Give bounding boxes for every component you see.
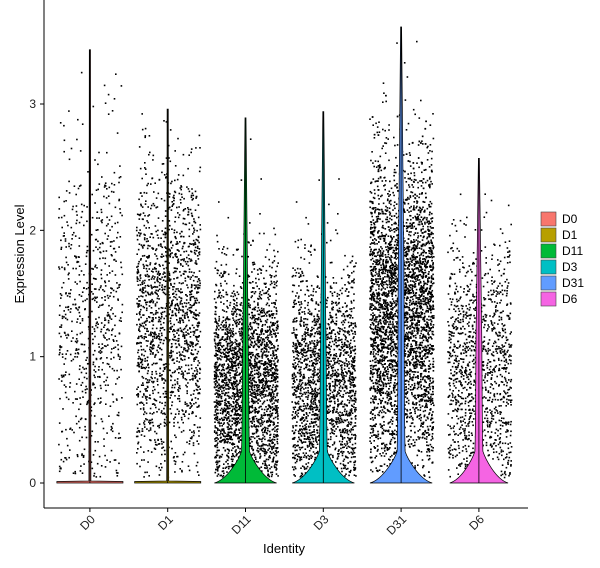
x-axis-title: Identity: [263, 541, 305, 556]
legend-item-D3: D3: [540, 259, 578, 275]
y-tick-label-0: 0: [29, 476, 36, 490]
legend-item-D1: D1: [540, 227, 578, 243]
y-tick-label-3: 3: [29, 97, 36, 111]
x-axis-ticks: D0 D1 D11 D3 D31 D6: [77, 508, 487, 538]
violin-D3: [292, 111, 355, 484]
legend-swatch-D11: [540, 243, 557, 259]
x-tick-label-D0: D0: [77, 512, 98, 533]
points-D0: [58, 71, 124, 478]
violins-layer: [56, 26, 509, 484]
violin-D1: [134, 108, 202, 484]
x-tick-label-D3: D3: [311, 512, 332, 533]
legend-label-D6: D6: [562, 292, 578, 306]
legend: D0 D1 D11 D3 D31 D6: [540, 211, 584, 307]
jitter-points-layer: [58, 40, 513, 479]
legend-label-D11: D11: [562, 244, 583, 258]
x-tick-label-D31: D31: [384, 512, 410, 538]
points-D1: [135, 113, 202, 479]
x-tick-label-D6: D6: [466, 512, 487, 533]
violin-D11: [214, 117, 277, 484]
legend-swatch-D3: [540, 259, 557, 275]
violin-D31: [369, 26, 433, 484]
legend-label-D1: D1: [562, 228, 578, 242]
violin-D6: [449, 157, 509, 484]
legend-item-D31: D31: [540, 275, 584, 291]
y-axis-title: Expression Level: [12, 204, 27, 303]
legend-label-D3: D3: [562, 260, 578, 274]
y-tick-label-2: 2: [29, 223, 36, 237]
legend-swatch-D6: [540, 291, 557, 307]
violin-D0: [56, 49, 124, 484]
points-D6: [447, 193, 513, 479]
x-tick-label-D11: D11: [229, 512, 254, 537]
legend-label-D0: D0: [562, 212, 578, 226]
legend-label-D31: D31: [562, 276, 584, 290]
y-axis-ticks: 0 1 2 3: [29, 97, 44, 490]
legend-item-D0: D0: [540, 211, 578, 227]
legend-item-D11: D11: [540, 243, 583, 259]
legend-swatch-D0: [540, 211, 557, 227]
y-tick-label-1: 1: [29, 350, 36, 364]
legend-item-D6: D6: [540, 291, 578, 307]
x-tick-label-D1: D1: [155, 512, 176, 533]
legend-swatch-D31: [540, 275, 557, 291]
legend-swatch-D1: [540, 227, 557, 243]
